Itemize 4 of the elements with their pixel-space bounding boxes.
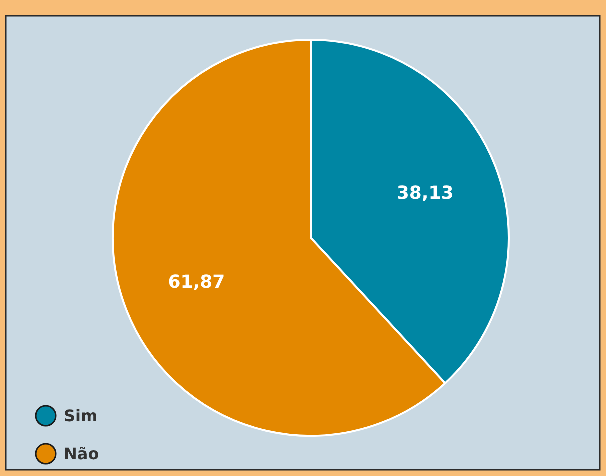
legend-label: Sim xyxy=(64,406,98,426)
data-label: 61,87 xyxy=(168,272,226,294)
data-label: 38,13 xyxy=(396,182,454,204)
legend-label: Não xyxy=(64,444,100,464)
